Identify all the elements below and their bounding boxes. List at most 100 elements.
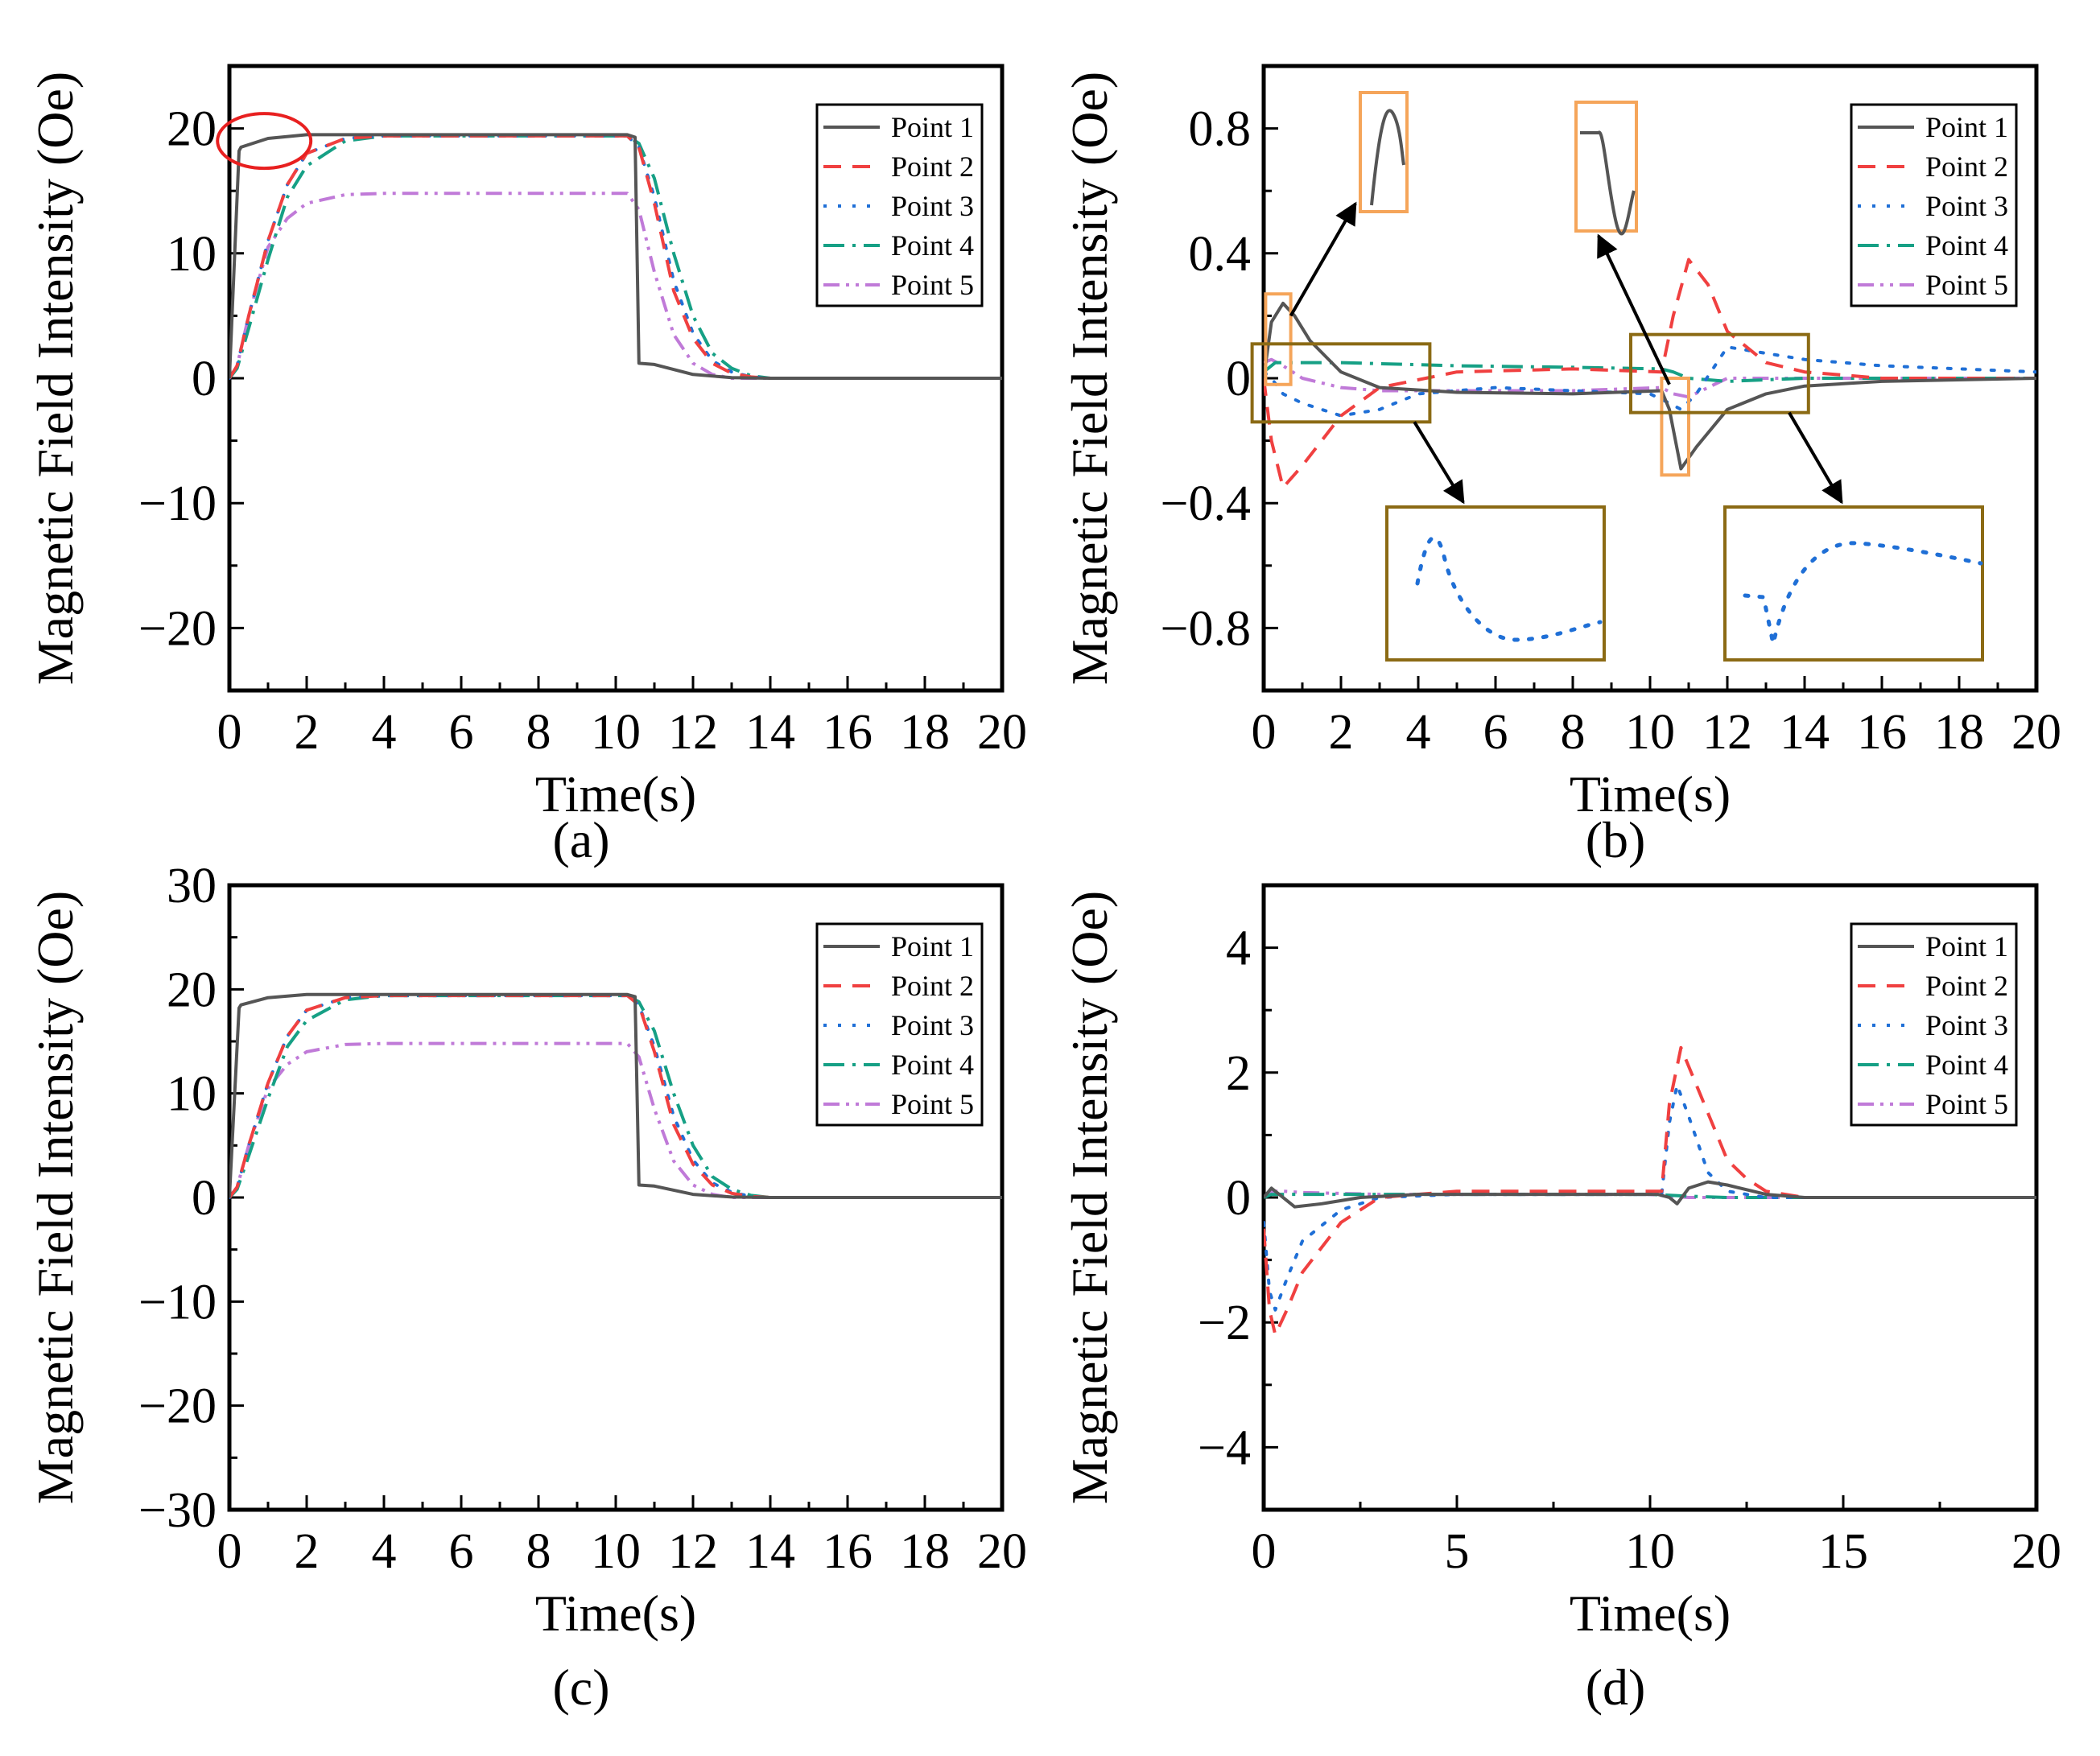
series-group xyxy=(229,133,1002,380)
series-line-point-4 xyxy=(229,134,1002,380)
y-tick-label: −0.8 xyxy=(1161,601,1251,656)
x-tick-label: 16 xyxy=(823,705,873,760)
x-tick-label: 10 xyxy=(1625,1524,1675,1579)
x-tick-label: 12 xyxy=(668,705,718,760)
series-line-point-1 xyxy=(229,992,1002,1199)
zoom-inset-box xyxy=(1359,91,1409,213)
x-tick-label: 20 xyxy=(2011,1524,2061,1579)
x-tick-label: 4 xyxy=(372,1524,397,1579)
y-tick-label: −30 xyxy=(138,1483,217,1538)
legend-box xyxy=(815,922,984,1127)
x-tick-label: 10 xyxy=(591,1524,641,1579)
series-line-point-2 xyxy=(229,994,1002,1199)
legend-label: Point 4 xyxy=(1925,229,2008,262)
zoom-arrow xyxy=(1413,421,1465,505)
y-tick-label: 0 xyxy=(1226,1171,1251,1226)
x-tick-label: 6 xyxy=(449,705,474,760)
legend-label: Point 3 xyxy=(891,1009,974,1041)
zoom-inset-trace xyxy=(1415,535,1603,642)
panel-b: 0 2 4 6 8 10 12 14 16 18 20−0.8−0.400.40.8Time(s)M… xyxy=(1061,64,2061,868)
zoom-arrow xyxy=(1289,201,1357,317)
series-line-point-1 xyxy=(1264,1180,2036,1209)
x-tick-label: 16 xyxy=(1857,705,1907,760)
y-tick-label: −0.4 xyxy=(1161,476,1251,531)
zoom-source-box xyxy=(1629,332,1810,414)
y-tick-label: 0.4 xyxy=(1189,227,1252,282)
legend-label: Point 2 xyxy=(891,970,974,1002)
zoom-arrow xyxy=(1597,233,1671,385)
legend: Point 1 Point 2 Point 3 Point 4 Point 5 xyxy=(815,103,984,307)
x-axis-title: Time(s) xyxy=(1570,765,1731,822)
y-tick-label: 10 xyxy=(167,227,217,282)
x-tick-label: 16 xyxy=(823,1524,873,1579)
x-tick-label: 5 xyxy=(1445,1524,1470,1579)
series-group xyxy=(1264,1045,2036,1337)
y-tick-label: 2 xyxy=(1226,1046,1251,1101)
x-tick-label: 18 xyxy=(1934,705,1984,760)
x-tick-label: 20 xyxy=(977,1524,1027,1579)
zoom-inset-trace xyxy=(1580,130,1636,236)
x-tick-label: 10 xyxy=(1625,705,1675,760)
series-line-point-4 xyxy=(1264,1193,2036,1199)
x-tick-label: 8 xyxy=(526,1524,551,1579)
y-tick-label: 20 xyxy=(167,963,217,1017)
x-tick-label: 8 xyxy=(1561,705,1586,760)
legend-label: Point 2 xyxy=(1925,970,2008,1002)
series-line-point-3 xyxy=(1264,345,2036,418)
x-tick-label: 4 xyxy=(372,705,397,760)
zoom-arrow xyxy=(1788,411,1843,505)
x-tick-label: 2 xyxy=(295,705,320,760)
series-line-point-2 xyxy=(229,134,1002,380)
x-tick-label: 6 xyxy=(449,1524,474,1579)
panel-d: 0 5 10 15 20 −4 −2 0 2 4 Time(s) Magnetic Field Int… xyxy=(1061,883,2061,1716)
legend-label: Point 1 xyxy=(1925,111,2008,143)
legend-label: Point 1 xyxy=(891,930,974,963)
y-tick-label: −10 xyxy=(138,476,217,531)
panel-label: (c) xyxy=(552,1659,609,1716)
y-tick-label: −10 xyxy=(138,1275,217,1329)
zoom-inset-trace xyxy=(1743,541,1983,645)
x-tick-label: 8 xyxy=(526,705,551,760)
y-axis-title: Magnetic Field Intensity (Oe) xyxy=(1061,891,1118,1504)
x-tick-label: 2 xyxy=(295,1524,320,1579)
y-axis-title: Magnetic Field Intensity (Oe) xyxy=(1061,72,1118,685)
zoom-annotations xyxy=(1250,91,1984,662)
y-tick-label: 0 xyxy=(1226,352,1251,406)
y-tick-label: −2 xyxy=(1198,1296,1251,1350)
x-tick-label: 0 xyxy=(1252,1524,1277,1579)
legend-label: Point 2 xyxy=(1925,150,2008,183)
x-tick-label: 15 xyxy=(1818,1524,1868,1579)
y-tick-label: 4 xyxy=(1226,921,1251,976)
y-tick-label: −20 xyxy=(138,1379,217,1434)
zoom-inset-box xyxy=(1385,505,1606,662)
legend: Point 1 Point 2 Point 3 Point 4 Point 5 xyxy=(1850,103,2018,307)
legend-label: Point 3 xyxy=(891,190,974,222)
panel-label: (b) xyxy=(1586,811,1646,868)
zoom-inset-box xyxy=(1723,505,1984,662)
legend-label: Point 4 xyxy=(1925,1049,2008,1081)
y-tick-label: 20 xyxy=(167,102,217,157)
x-tick-label: 18 xyxy=(900,1524,950,1579)
panel-c: 0 2 4 6 8 10 12 14 16 18 20−30−20−100102030Time(s)… xyxy=(27,859,1027,1716)
y-tick-label: 30 xyxy=(167,859,217,913)
panel-a: 0 2 4 6 8 10 12 14 16 18 20−20−1001020Time(s)Magne… xyxy=(27,64,1027,868)
series-line-point-2 xyxy=(1264,1045,2036,1337)
x-tick-label: 20 xyxy=(2011,705,2061,760)
x-tick-label: 14 xyxy=(745,1524,795,1579)
x-tick-label: 12 xyxy=(1702,705,1752,760)
series-line-point-1 xyxy=(229,133,1002,380)
legend-label: Point 4 xyxy=(891,1049,974,1081)
x-tick-label: 14 xyxy=(1780,705,1830,760)
x-axis-title: Time(s) xyxy=(535,765,696,822)
x-tick-label: 0 xyxy=(217,1524,242,1579)
x-tick-label: 0 xyxy=(1252,705,1277,760)
zoom-source-box xyxy=(1264,292,1293,386)
y-tick-label: 0 xyxy=(192,1171,217,1226)
zoom-source-box xyxy=(1250,342,1432,424)
x-axis-title: Time(s) xyxy=(535,1585,696,1642)
x-tick-label: 18 xyxy=(900,705,950,760)
x-tick-label: 20 xyxy=(977,705,1027,760)
legend: Point 1 Point 2 Point 3 Point 4 Point 5 xyxy=(1850,922,2018,1127)
x-tick-label: 10 xyxy=(591,705,641,760)
